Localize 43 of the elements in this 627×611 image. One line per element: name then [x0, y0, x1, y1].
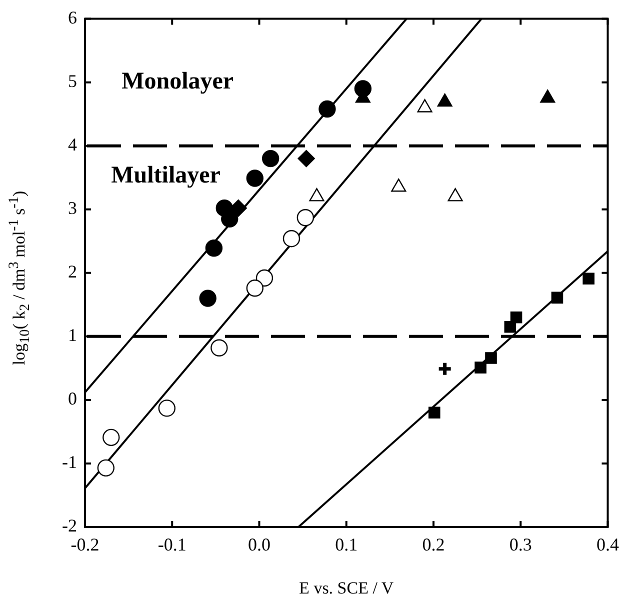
point: [199, 290, 216, 307]
y-tick-label: 6: [68, 8, 77, 28]
x-tick-label: 0.2: [422, 534, 445, 555]
point: [256, 269, 274, 287]
point: [551, 292, 564, 304]
point: [510, 311, 522, 324]
y-tick-label: -2: [62, 516, 77, 536]
point: [582, 272, 594, 285]
point: [428, 406, 440, 419]
y-tick-label: 0: [68, 388, 77, 409]
y-tick-label: 2: [68, 262, 77, 282]
point: [282, 230, 300, 248]
annotation: Multilayer: [111, 162, 221, 189]
point: [210, 339, 228, 356]
point: [158, 400, 176, 417]
point: [437, 361, 453, 377]
y-tick-label: -1: [62, 452, 77, 472]
point: [102, 428, 120, 446]
point: [97, 459, 115, 477]
point: [262, 150, 280, 168]
y-tick-label: 1: [68, 325, 77, 346]
point: [296, 209, 314, 226]
x-tick-label: 0.0: [248, 534, 270, 555]
y-tick-label: 3: [68, 198, 77, 218]
point: [504, 320, 516, 333]
point: [474, 362, 486, 374]
y-tick-label: 4: [68, 134, 77, 155]
x-tick-label: -0.2: [70, 534, 100, 555]
point: [246, 170, 264, 187]
y-tick-label: 5: [68, 71, 77, 92]
x-tick-label: 0.1: [335, 534, 358, 555]
annotation: Monolayer: [122, 68, 234, 95]
x-axis-title: E vs. SCE / V: [299, 578, 394, 598]
point: [485, 352, 497, 364]
point: [354, 80, 372, 98]
point: [246, 280, 264, 297]
x-tick-label: 0.4: [596, 534, 619, 555]
point: [205, 240, 223, 257]
point: [221, 210, 238, 228]
point: [298, 150, 315, 168]
x-tick-label: 0.3: [509, 534, 532, 555]
x-tick-label: -0.1: [158, 534, 186, 555]
point: [318, 100, 336, 118]
